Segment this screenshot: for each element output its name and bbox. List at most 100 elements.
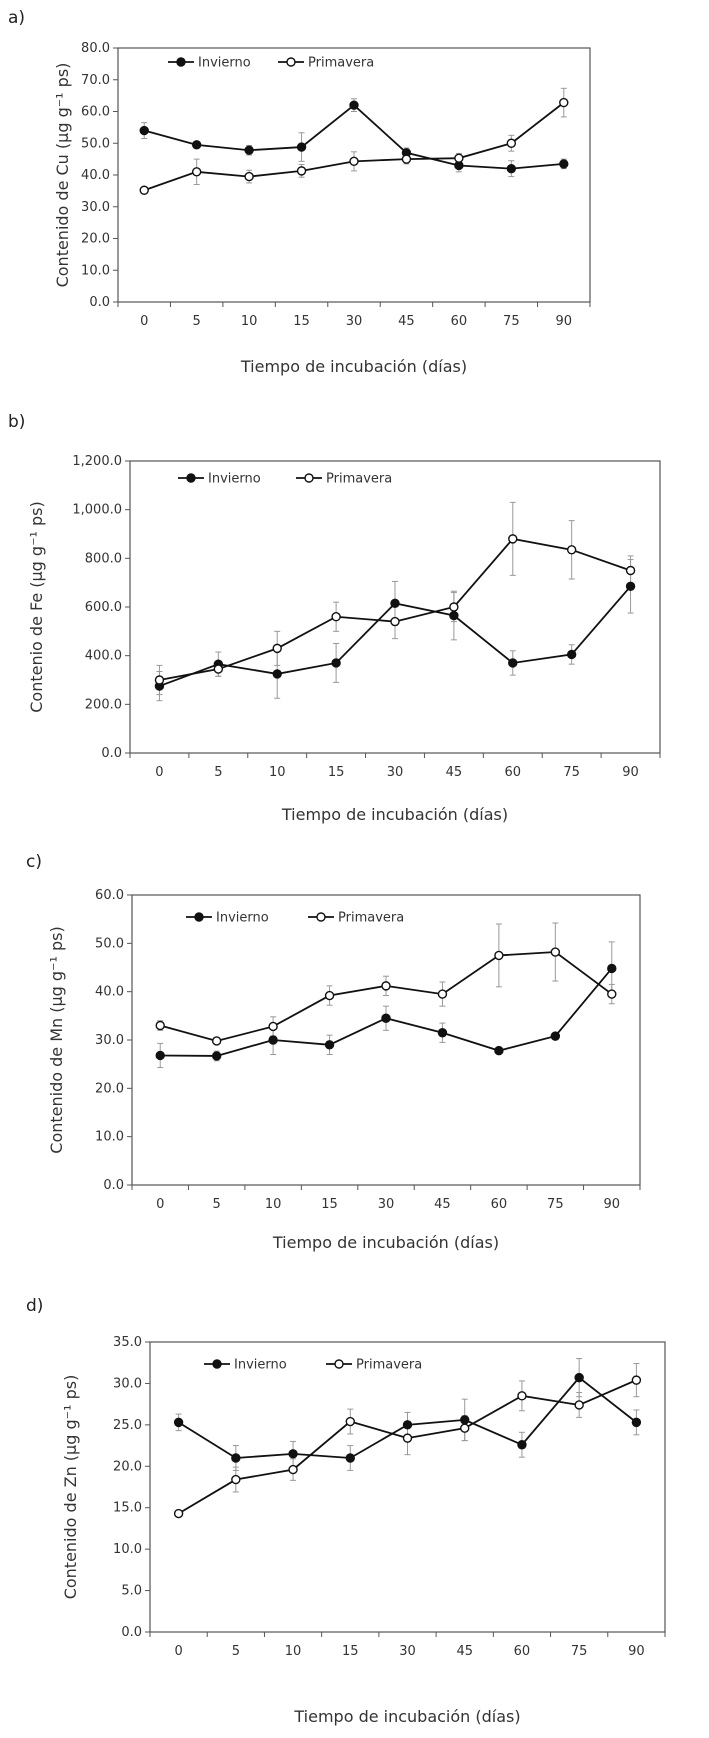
data-point-invierno: [437, 1028, 448, 1038]
y-tick-label: 35.0: [113, 1335, 142, 1350]
data-point-primavera: [508, 534, 518, 544]
x-axis-title: Tiempo de incubación (días): [281, 805, 508, 824]
data-point-primavera: [566, 545, 577, 555]
x-tick-label: 30: [399, 1644, 416, 1659]
x-tick-label: 0: [155, 765, 163, 780]
chart-svg: 0.0 5.0 10.0 15.0 20.0 25.0 30.0 35.0 0 5 10 15 30 45…: [61, 1335, 666, 1726]
legend-marker: [316, 912, 326, 922]
data-point-invierno: [155, 1050, 165, 1061]
data-point-primavera: [244, 171, 254, 182]
data-point-primavera: [401, 154, 412, 164]
y-tick-label: 600.0: [85, 600, 122, 615]
legend-marker: [304, 473, 314, 483]
y-tick-label: 10.0: [81, 263, 110, 278]
data-point-invierno: [508, 658, 518, 668]
data-point-primavera: [631, 1375, 642, 1385]
legend-label-primavera: Primavera: [356, 1358, 422, 1373]
data-point-primavera: [213, 664, 224, 674]
x-tick-label: 15: [342, 1644, 359, 1659]
y-axis-title: Contenido de Zn (μg g⁻¹ ps): [61, 1375, 80, 1600]
x-tick-label: 75: [547, 1197, 564, 1212]
x-tick-label: 10: [285, 1644, 302, 1659]
x-tick-label: 60: [491, 1197, 508, 1212]
panel-label: a): [8, 8, 26, 28]
data-point-primavera: [155, 1020, 165, 1031]
x-tick-label: 15: [321, 1197, 338, 1212]
data-point-primavera: [402, 1433, 413, 1443]
chart-panel-c: c) 0.0 10.0 20.0 30.0 40.0 50.0 60.0 0 5 10 15 30 45…: [0, 848, 709, 1268]
x-tick-label: 30: [387, 765, 404, 780]
data-point-primavera: [559, 97, 569, 108]
x-tick-label: 5: [213, 1197, 221, 1212]
y-tick-label: 10.0: [95, 1130, 124, 1145]
data-point-invierno: [191, 140, 202, 150]
data-point-invierno: [272, 669, 282, 679]
y-tick-label: 0.0: [103, 1178, 124, 1193]
panel-label: d): [26, 1296, 44, 1316]
y-tick-label: 400.0: [85, 649, 122, 664]
data-point-primavera: [296, 166, 307, 176]
data-point-primavera: [460, 1423, 470, 1433]
x-tick-label: 45: [446, 765, 463, 780]
data-point-primavera: [349, 156, 359, 167]
y-tick-label: 200.0: [85, 697, 122, 712]
x-tick-label: 75: [503, 314, 520, 329]
data-point-invierno: [625, 581, 636, 592]
legend-label-primavera: Primavera: [338, 911, 404, 926]
data-point-primavera: [625, 565, 636, 576]
x-tick-label: 60: [514, 1644, 531, 1659]
x-tick-label: 60: [451, 314, 468, 329]
y-axis-title: Contenio de Fe (μg g⁻¹ ps): [27, 501, 46, 713]
x-tick-label: 45: [434, 1197, 451, 1212]
legend-marker: [186, 473, 196, 483]
legend-marker: [286, 57, 296, 67]
chart-svg: 0.0 10.0 20.0 30.0 40.0 50.0 60.0 0 5 10 15 30 45 60 7…: [47, 888, 641, 1252]
data-point-primavera: [173, 1508, 184, 1519]
y-tick-label: 80.0: [81, 41, 110, 56]
data-point-invierno: [268, 1035, 278, 1045]
data-point-primavera: [272, 643, 282, 654]
x-tick-label: 75: [563, 765, 580, 780]
x-tick-label: 5: [193, 314, 201, 329]
x-tick-label: 5: [214, 765, 222, 780]
data-point-primavera: [574, 1400, 584, 1410]
data-point-primavera: [331, 612, 341, 622]
data-point-primavera: [324, 990, 335, 1001]
data-point-invierno: [244, 145, 254, 155]
x-axis-title: Tiempo de incubación (días): [293, 1707, 520, 1726]
panel-label: b): [8, 412, 26, 432]
y-tick-label: 40.0: [81, 168, 110, 183]
x-tick-label: 45: [398, 314, 415, 329]
y-tick-label: 20.0: [113, 1459, 142, 1474]
chart-panel-a: a) 0.0 10.0 20.0 30.0 40.0 50.0 60.0 70.0 80.0 0 5…: [0, 0, 709, 380]
data-point-invierno: [402, 1420, 413, 1430]
y-tick-label: 0.0: [121, 1625, 142, 1640]
data-point-primavera: [437, 989, 448, 999]
y-tick-label: 800.0: [85, 551, 122, 566]
y-tick-label: 0.0: [101, 746, 122, 761]
y-tick-label: 20.0: [81, 232, 110, 247]
data-point-primavera: [449, 602, 459, 612]
data-point-invierno: [390, 598, 400, 609]
legend-marker: [212, 1359, 222, 1369]
data-point-invierno: [324, 1040, 335, 1050]
data-point-invierno: [574, 1372, 584, 1383]
x-tick-label: 90: [604, 1197, 621, 1212]
legend-marker: [176, 57, 186, 67]
data-point-invierno: [607, 963, 617, 974]
chart-panel-b: b) 0.0 200.0 400.0 600.0 800.0 1,000.0 1,200.0…: [0, 408, 709, 833]
data-point-invierno: [139, 125, 149, 136]
x-tick-label: 90: [628, 1644, 645, 1659]
data-point-invierno: [550, 1031, 561, 1041]
legend-marker: [194, 912, 204, 922]
y-tick-label: 1,200.0: [72, 454, 122, 469]
x-axis-title: Tiempo de incubación (días): [272, 1233, 499, 1252]
data-point-invierno: [494, 1045, 504, 1056]
x-tick-label: 10: [241, 314, 258, 329]
x-tick-label: 60: [505, 765, 522, 780]
y-tick-label: 15.0: [113, 1501, 142, 1516]
data-point-invierno: [173, 1417, 184, 1428]
data-point-primavera: [231, 1474, 241, 1485]
y-tick-label: 0.0: [89, 295, 110, 310]
data-point-invierno: [381, 1013, 391, 1023]
